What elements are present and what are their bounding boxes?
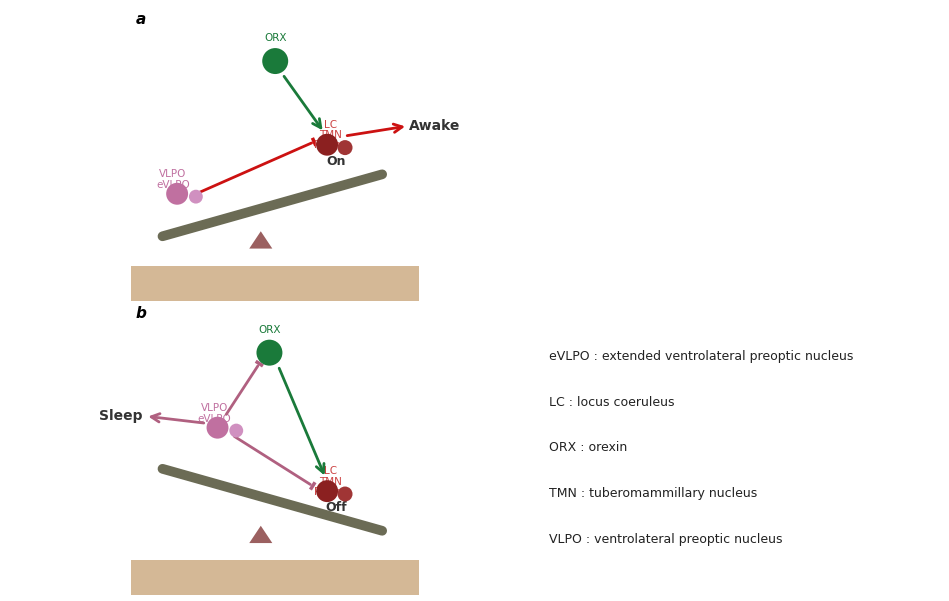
Text: eVLPO: eVLPO	[156, 180, 190, 190]
FancyArrowPatch shape	[162, 174, 382, 236]
Text: Sleep: Sleep	[99, 409, 142, 423]
Text: VLPO: VLPO	[201, 403, 229, 413]
Text: LC: LC	[324, 120, 337, 130]
Text: Raphe: Raphe	[314, 487, 347, 497]
Text: ORX: ORX	[264, 33, 287, 43]
Polygon shape	[250, 231, 272, 249]
Circle shape	[338, 140, 352, 155]
Text: ORX : orexin: ORX : orexin	[549, 442, 627, 454]
Circle shape	[316, 134, 338, 156]
Circle shape	[207, 416, 229, 439]
Text: TMN: TMN	[319, 477, 342, 487]
Text: TMN: TMN	[319, 130, 342, 140]
Text: LC: LC	[324, 466, 337, 476]
Text: On: On	[326, 156, 345, 168]
Text: Off: Off	[325, 501, 346, 514]
Text: Raphe: Raphe	[314, 141, 347, 150]
Text: a: a	[136, 11, 145, 26]
Text: ORX: ORX	[258, 325, 281, 335]
Text: eVLPO : extended ventrolateral preoptic nucleus: eVLPO : extended ventrolateral preoptic …	[549, 350, 853, 363]
FancyArrowPatch shape	[162, 469, 382, 531]
Circle shape	[256, 340, 283, 365]
Text: Awake: Awake	[409, 119, 460, 133]
Text: VLPO: VLPO	[159, 169, 187, 178]
Circle shape	[230, 424, 243, 438]
Circle shape	[316, 480, 338, 502]
Text: VLPO : ventrolateral preoptic nucleus: VLPO : ventrolateral preoptic nucleus	[549, 532, 782, 546]
Circle shape	[262, 48, 288, 74]
Circle shape	[189, 190, 203, 204]
Circle shape	[166, 183, 188, 205]
Text: b: b	[136, 306, 146, 321]
Text: TMN : tuberomammillary nucleus: TMN : tuberomammillary nucleus	[549, 487, 757, 500]
Text: eVLPO: eVLPO	[197, 413, 232, 424]
Polygon shape	[250, 526, 272, 543]
Circle shape	[338, 487, 352, 501]
Bar	[131, 266, 419, 300]
Bar	[131, 560, 419, 595]
Text: LC : locus coeruleus: LC : locus coeruleus	[549, 396, 675, 409]
